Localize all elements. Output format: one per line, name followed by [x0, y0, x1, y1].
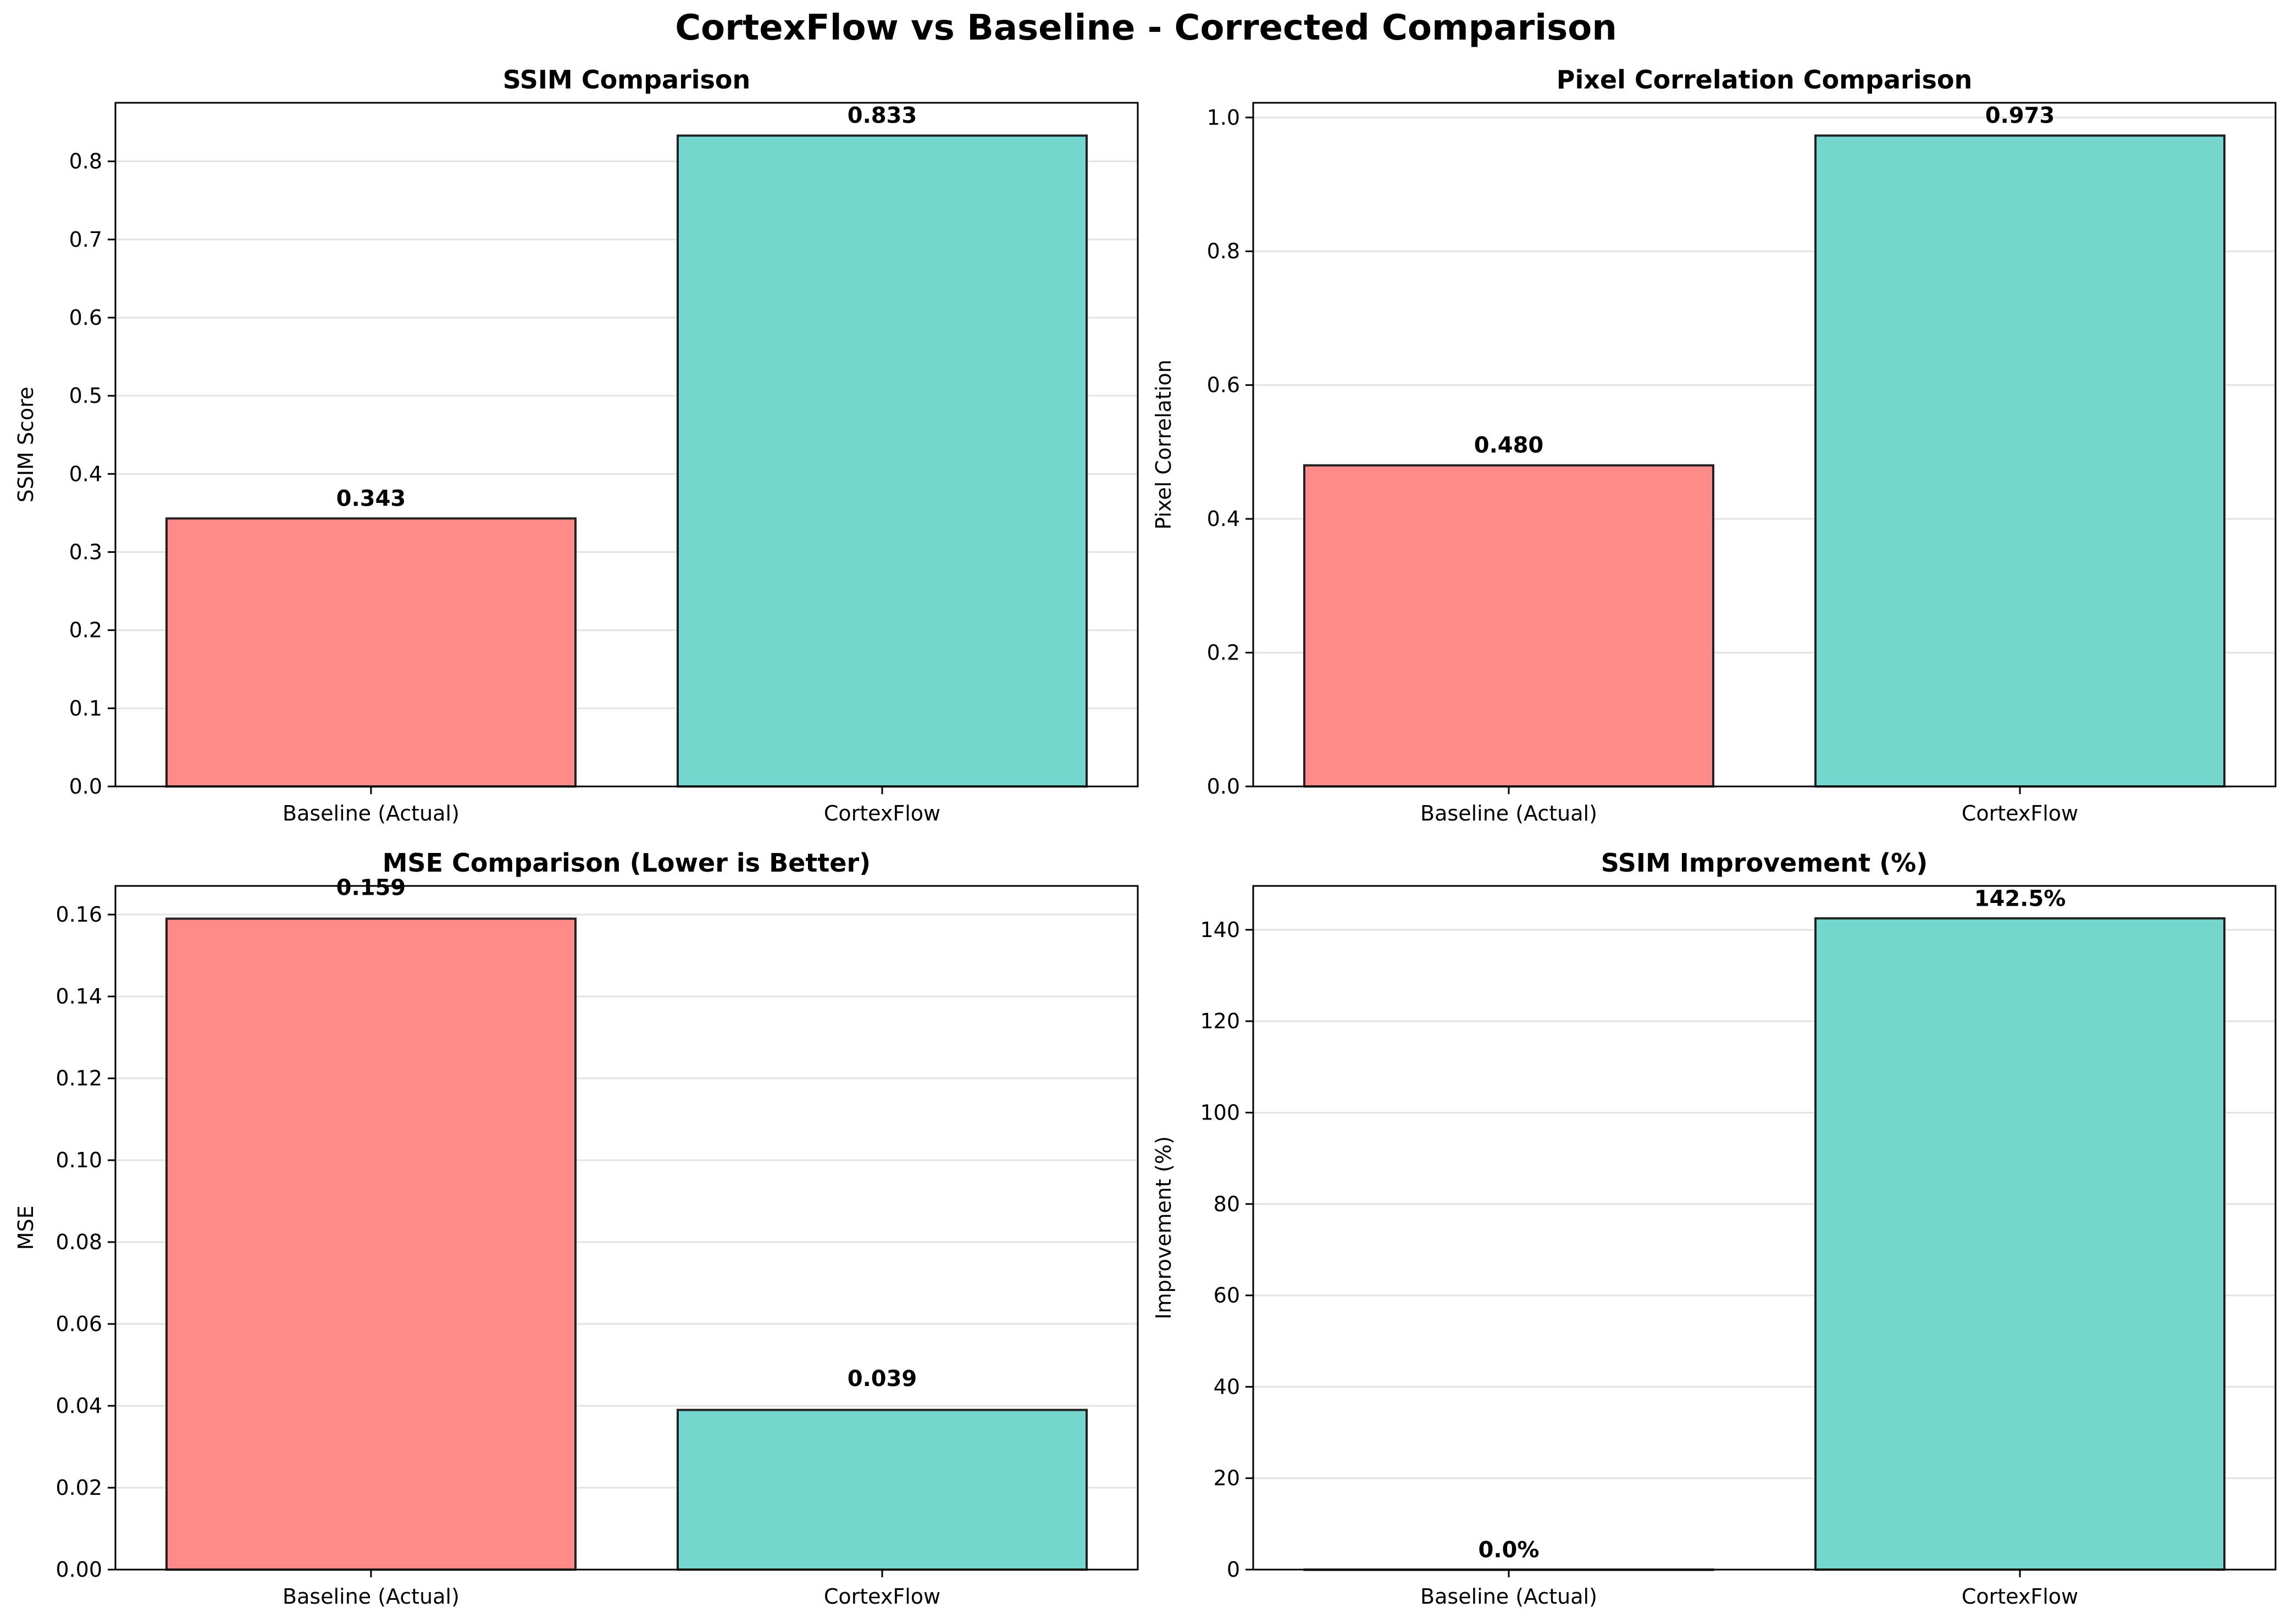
ssim-improvement-ytick-label: 120: [1200, 1009, 1240, 1033]
mse-bar-baseline: [165, 917, 577, 1571]
pixel-correlation-ytick-label: 1.0: [1207, 106, 1240, 130]
ssim-ytick-label: 0.2: [69, 618, 102, 642]
pixel-correlation-xtick-label: Baseline (Actual): [1420, 801, 1597, 825]
ssim-improvement-ytick-label: 80: [1214, 1192, 1240, 1216]
ssim-improvement-value-label: 142.5%: [1974, 886, 2066, 911]
ssim-axes-frame: [114, 102, 1139, 788]
pixel-correlation-panel: 0.480 Baseline (Actual) 0.973 CortexFlow 0.0…: [1151, 65, 2277, 825]
mse-xtick-label: CortexFlow: [824, 1584, 940, 1609]
ssim-improvement-value-label: 0.0%: [1479, 1537, 1540, 1562]
ssim-ylabel: SSIM Score: [14, 387, 38, 503]
ssim-improvement-xtick-label: Baseline (Actual): [1420, 1584, 1597, 1609]
mse-ytick-label: 0.04: [56, 1394, 102, 1418]
figure-title: CortexFlow vs Baseline - Corrected Compa…: [675, 8, 1617, 48]
pixel-correlation-ytick-label: 0.2: [1207, 641, 1240, 665]
ssim-xtick-label: Baseline (Actual): [283, 801, 459, 825]
ssim-bar-cortexflow: [677, 134, 1088, 788]
ssim-xtick-label: CortexFlow: [824, 801, 940, 825]
mse-ytick-label: 0.10: [56, 1148, 102, 1172]
ssim-ytick-label: 0.6: [69, 306, 102, 330]
mse-ytick-label: 0.08: [56, 1230, 102, 1254]
ssim-improvement-ytick-label: 40: [1214, 1374, 1240, 1399]
pixel-correlation-ytick-label: 0.4: [1207, 507, 1240, 531]
mse-axes-frame: [114, 885, 1139, 1571]
ssim-improvement-ytick-label: 60: [1214, 1283, 1240, 1307]
pixel-correlation-value-label: 0.480: [1474, 433, 1544, 458]
mse-ytick-label: 0.06: [56, 1312, 102, 1336]
pixel-correlation-title: Pixel Correlation Comparison: [1557, 65, 1972, 95]
mse-bar-cortexflow: [677, 1409, 1088, 1571]
pixel-correlation-ytick-label: 0.0: [1207, 774, 1240, 799]
mse-ytick-label: 0.16: [56, 902, 102, 927]
pixel-correlation-axes-frame: [1252, 102, 2277, 788]
pixel-correlation-ytick-label: 0.8: [1207, 239, 1240, 263]
mse-panel: 0.159 Baseline (Actual) 0.039 CortexFlow 0.0…: [14, 848, 1139, 1609]
mse-value-label: 0.159: [336, 875, 406, 900]
pixel-correlation-ylabel: Pixel Correlation: [1151, 359, 1176, 530]
ssim-improvement-ytick-label: 100: [1200, 1100, 1240, 1124]
mse-value-label: 0.039: [848, 1366, 917, 1392]
mse-ytick-label: 0.02: [56, 1476, 102, 1500]
pixel-correlation-xtick-label: CortexFlow: [1962, 801, 2078, 825]
ssim-ytick-label: 0.3: [69, 540, 102, 564]
mse-ylabel: MSE: [14, 1206, 38, 1250]
ssim-title: SSIM Comparison: [503, 65, 751, 95]
ssim-panel: 0.343 Baseline (Actual) 0.833 CortexFlow 0.0…: [14, 65, 1139, 825]
ssim-improvement-axes-frame: [1252, 885, 2277, 1571]
ssim-improvement-ytick-label: 20: [1214, 1466, 1240, 1490]
ssim-improvement-ylabel: Improvement (%): [1151, 1136, 1176, 1319]
ssim-bar-baseline: [165, 517, 577, 788]
pixel-correlation-bar-baseline: [1303, 464, 1714, 788]
ssim-improvement-bar-cortexflow: [1814, 917, 2225, 1571]
ssim-ytick-label: 0.8: [69, 149, 102, 174]
ssim-improvement-title: SSIM Improvement (%): [1601, 848, 1928, 878]
ssim-value-label: 0.833: [848, 103, 917, 129]
ssim-improvement-panel: 0.0% Baseline (Actual) 142.5% CortexFlow 0 20…: [1151, 848, 2277, 1609]
ssim-improvement-xtick-label: CortexFlow: [1962, 1584, 2078, 1609]
ssim-ytick-label: 0.4: [69, 462, 102, 486]
ssim-improvement-ytick-label: 0: [1227, 1558, 1240, 1582]
ssim-improvement-ytick-label: 140: [1200, 918, 1240, 942]
mse-ytick-label: 0.14: [56, 984, 102, 1008]
ssim-value-label: 0.343: [336, 486, 406, 511]
mse-xtick-label: Baseline (Actual): [283, 1584, 459, 1609]
mse-title: MSE Comparison (Lower is Better): [383, 848, 871, 878]
mse-ytick-label: 0.00: [56, 1558, 102, 1582]
ssim-ytick-label: 0.1: [69, 696, 102, 720]
mse-ytick-label: 0.12: [56, 1066, 102, 1090]
pixel-correlation-bar-cortexflow: [1814, 134, 2225, 788]
ssim-ytick-label: 0.7: [69, 228, 102, 252]
pixel-correlation-value-label: 0.973: [1985, 103, 2055, 129]
ssim-ytick-label: 0.5: [69, 384, 102, 408]
ssim-ytick-label: 0.0: [69, 774, 102, 799]
pixel-correlation-ytick-label: 0.6: [1207, 373, 1240, 397]
